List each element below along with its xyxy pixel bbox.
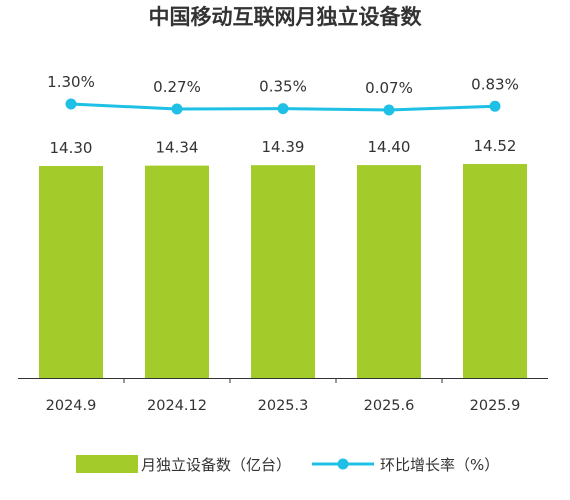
x-tick-label: 2025.6 bbox=[364, 398, 415, 414]
x-axis-ticks: 2024.9 2024.12 2025.3 2025.6 2025.9 bbox=[46, 378, 521, 414]
bar-2025.9 bbox=[463, 163, 527, 378]
bar-value-label: 14.34 bbox=[156, 139, 199, 157]
growth-value-label: 0.27% bbox=[153, 78, 201, 96]
growth-point-2025.9 bbox=[489, 100, 501, 112]
labels-layer: 14.30 1.30% 14.34 0.27% 14.39 0.35% 14.40 0.07%… bbox=[47, 73, 519, 157]
chart-title: 中国移动互联网月独立设备数 bbox=[149, 5, 423, 29]
growth-point-2024.9 bbox=[65, 98, 77, 110]
x-tick-label: 2025.3 bbox=[258, 398, 309, 414]
bar-value-label: 14.30 bbox=[50, 139, 93, 157]
legend-line-label: 环比增长率（%） bbox=[380, 456, 499, 474]
growth-value-label: 1.30% bbox=[47, 73, 95, 91]
bar-value-label: 14.39 bbox=[262, 138, 305, 156]
growth-point-2025.6 bbox=[383, 104, 395, 116]
bar-value-label: 14.52 bbox=[474, 137, 517, 155]
bar-2025.3 bbox=[251, 165, 315, 378]
bars-layer bbox=[39, 163, 527, 378]
bar-2024.12 bbox=[145, 165, 209, 378]
bar-2024.9 bbox=[39, 166, 103, 378]
growth-point-2024.12 bbox=[171, 103, 183, 115]
growth-value-label: 0.35% bbox=[259, 78, 307, 96]
growth-value-label: 0.07% bbox=[365, 79, 413, 97]
legend-bar-swatch bbox=[76, 455, 138, 473]
growth-point-2025.3 bbox=[277, 103, 289, 115]
bar-2025.6 bbox=[357, 165, 421, 378]
x-tick-label: 2024.9 bbox=[46, 398, 97, 414]
x-tick-label: 2025.9 bbox=[470, 398, 521, 414]
legend-bar-label: 月独立设备数（亿台） bbox=[141, 456, 291, 474]
x-tick-label: 2024.12 bbox=[147, 398, 207, 414]
growth-line-layer bbox=[65, 98, 501, 116]
bar-value-label: 14.40 bbox=[368, 138, 411, 156]
legend: 月独立设备数（亿台） 环比增长率（%） bbox=[76, 455, 499, 474]
legend-line-marker bbox=[337, 458, 349, 470]
growth-value-label: 0.83% bbox=[471, 75, 519, 93]
